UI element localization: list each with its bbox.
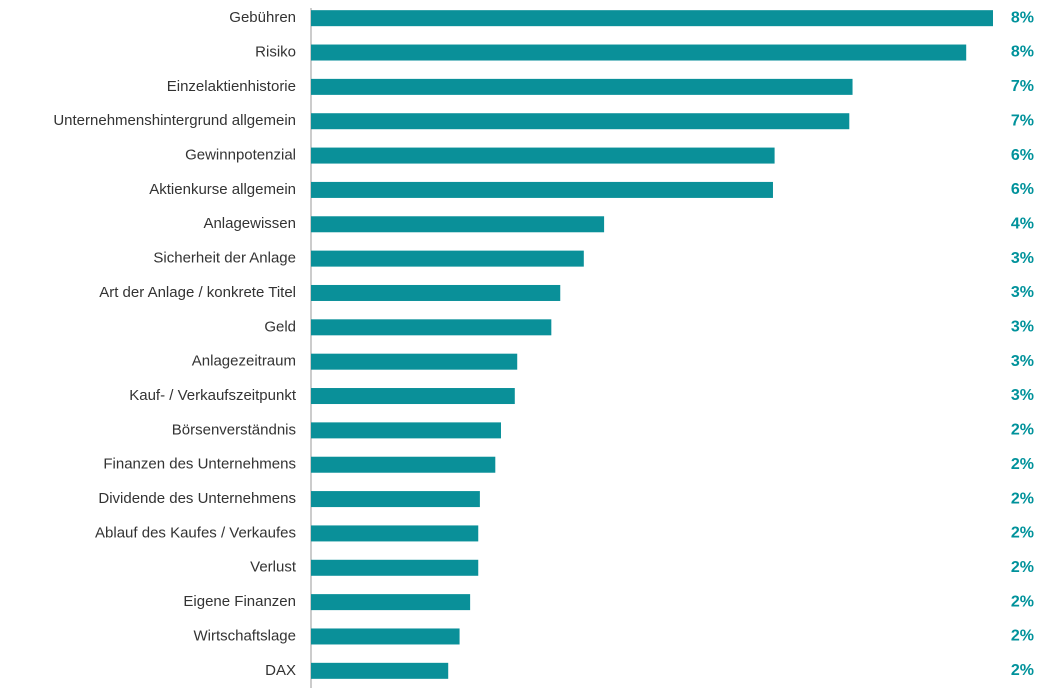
value-label: 7% — [1011, 112, 1034, 129]
bar — [311, 353, 518, 370]
category-label: DAX — [265, 662, 296, 679]
value-label: 2% — [1011, 593, 1034, 610]
value-label: 2% — [1011, 490, 1034, 507]
bar — [311, 456, 496, 473]
category-label: Anlagezeitraum — [192, 353, 296, 370]
bar — [311, 181, 773, 198]
category-label: Anlagewissen — [203, 215, 296, 232]
bar — [311, 628, 460, 645]
bar — [311, 388, 515, 405]
value-label: 2% — [1011, 422, 1034, 439]
value-label: 3% — [1011, 353, 1034, 370]
value-label: 3% — [1011, 319, 1034, 336]
bar — [311, 422, 501, 439]
bar — [311, 491, 480, 508]
bar — [311, 250, 584, 267]
bar — [311, 147, 775, 164]
category-label: Risiko — [255, 43, 296, 60]
category-label: Unternehmenshintergrund allgemein — [53, 112, 296, 129]
category-label: Ablauf des Kaufes / Verkaufes — [95, 524, 296, 541]
value-label: 2% — [1011, 559, 1034, 576]
value-label: 7% — [1011, 78, 1034, 95]
value-label: 6% — [1011, 147, 1034, 164]
value-label: 2% — [1011, 628, 1034, 645]
bar — [311, 662, 449, 679]
value-label: 3% — [1011, 284, 1034, 301]
category-label: Eigene Finanzen — [183, 593, 296, 610]
bar — [311, 10, 993, 27]
category-label: Gebühren — [229, 9, 296, 26]
category-label: Börsenverständnis — [172, 421, 296, 438]
bar — [311, 44, 967, 61]
value-label: 2% — [1011, 525, 1034, 542]
value-label: 8% — [1011, 44, 1034, 61]
category-label: Art der Anlage / konkrete Titel — [99, 284, 296, 301]
bar — [311, 78, 853, 95]
bar — [311, 113, 850, 130]
category-label: Dividende des Unternehmens — [98, 490, 296, 507]
value-label: 2% — [1011, 456, 1034, 473]
bar — [311, 319, 552, 336]
bar — [311, 559, 479, 576]
category-label: Aktienkurse allgemein — [149, 181, 296, 198]
value-label: 3% — [1011, 250, 1034, 267]
bar — [311, 525, 479, 542]
value-label: 2% — [1011, 662, 1034, 679]
bar — [311, 216, 605, 233]
value-label: 3% — [1011, 387, 1034, 404]
category-label: Verlust — [250, 559, 297, 576]
value-label: 6% — [1011, 181, 1034, 198]
value-label: 8% — [1011, 9, 1034, 26]
category-label: Kauf- / Verkaufszeitpunkt — [129, 387, 297, 404]
bar — [311, 594, 471, 611]
category-label: Wirtschaftslage — [193, 627, 296, 644]
category-label: Finanzen des Unternehmens — [103, 456, 296, 473]
category-label: Einzelaktienhistorie — [167, 78, 296, 95]
value-label: 4% — [1011, 215, 1034, 232]
category-label: Sicherheit der Anlage — [153, 250, 296, 267]
category-label: Gewinnpotenzial — [185, 147, 296, 164]
category-label: Geld — [264, 318, 296, 335]
bar — [311, 284, 561, 301]
